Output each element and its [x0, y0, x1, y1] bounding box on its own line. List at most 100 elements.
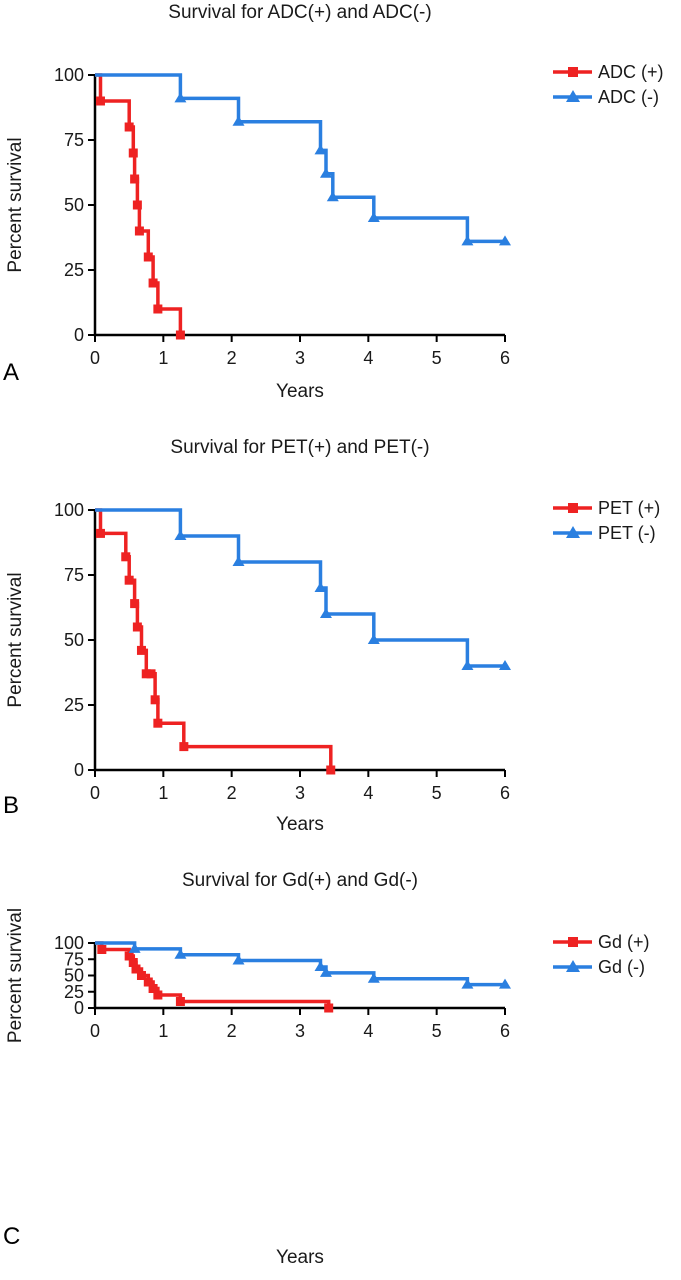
data-point-square: [326, 765, 336, 775]
data-point-triangle: [367, 212, 380, 222]
y-tick-label: 0: [74, 998, 84, 1018]
data-point-square: [175, 997, 185, 1006]
x-tick-label: 4: [363, 1021, 373, 1041]
chart-panel-a: Survival for ADC(+) and ADC(-)0255075100…: [3, 2, 664, 402]
data-point-square: [153, 304, 163, 314]
legend-square-icon: [568, 67, 578, 77]
y-tick-label: 75: [64, 130, 84, 150]
legend-entry-label: PET (+): [598, 498, 660, 518]
data-point-triangle: [499, 660, 511, 670]
y-tick-label: 50: [64, 966, 84, 986]
data-point-triangle: [326, 191, 339, 202]
data-point-triangle: [367, 972, 380, 983]
data-point-square: [141, 669, 151, 679]
data-point-square: [153, 718, 163, 728]
legend-triangle-icon: [566, 526, 580, 538]
data-point-square: [136, 971, 146, 980]
data-point-triangle: [174, 530, 187, 540]
y-axis-label: Percent survival: [5, 572, 26, 707]
data-point-square: [124, 951, 134, 961]
data-point-triangle: [232, 115, 245, 126]
data-point-square: [143, 252, 153, 262]
data-point-triangle: [319, 608, 332, 618]
data-point-triangle: [319, 966, 332, 977]
y-tick-label: 25: [64, 982, 84, 1002]
data-point-square: [132, 622, 142, 632]
x-tick-label: 0: [90, 783, 100, 803]
data-point-square: [148, 984, 158, 993]
data-point-triangle: [314, 582, 327, 592]
data-point-square: [153, 990, 163, 1000]
x-tick-label: 6: [500, 783, 510, 803]
data-point-triangle: [499, 235, 511, 246]
y-tick-label: 50: [64, 630, 84, 650]
data-point-square: [131, 964, 141, 974]
x-tick-label: 1: [158, 348, 168, 368]
panel-label: C: [3, 1223, 20, 1250]
chart-panel-b: Survival for PET(+) and PET(-) 0 25 50 75 100…: [3, 437, 660, 835]
x-tick-label: 2: [227, 1021, 237, 1041]
legend-triangle-icon: [566, 90, 580, 102]
legend-entry-label: ADC (+): [598, 62, 664, 82]
data-point-square: [134, 226, 144, 236]
data-point-triangle: [174, 948, 187, 959]
x-tick-label: 1: [158, 1021, 168, 1041]
y-axis-label: Percent survival: [5, 908, 26, 1043]
x-tick-label: 1: [158, 783, 168, 803]
data-point-square: [95, 528, 105, 538]
data-point-triangle: [319, 167, 332, 178]
data-point-square: [132, 200, 142, 210]
y-tick-label: 100: [54, 500, 84, 520]
data-point-square: [150, 695, 160, 705]
data-point-square: [130, 174, 140, 184]
data-point-triangle: [128, 942, 141, 953]
y-tick-label: 0: [74, 325, 84, 345]
x-tick-label: 5: [432, 1021, 442, 1041]
y-tick-label: 75: [64, 949, 84, 969]
x-tick-label: 3: [295, 348, 305, 368]
data-point-triangle: [314, 144, 327, 155]
x-tick-label: 6: [500, 1021, 510, 1041]
x-tick-label: 4: [363, 783, 373, 803]
data-point-square: [95, 96, 105, 106]
x-tick-label: 4: [363, 348, 373, 368]
data-point-square: [136, 645, 146, 655]
legend-square-icon: [568, 937, 578, 947]
legend-entry-label: PET (-): [598, 523, 656, 543]
data-point-square: [124, 122, 134, 132]
series-line-1: [95, 73, 505, 244]
data-point-square: [143, 977, 153, 987]
legend-square-icon: [568, 503, 578, 513]
x-tick-label: 6: [500, 348, 510, 368]
data-point-triangle: [367, 634, 380, 644]
data-point-triangle: [314, 961, 327, 972]
y-tick-label: 75: [64, 565, 84, 585]
x-tick-label: 3: [295, 1021, 305, 1041]
data-point-square: [146, 669, 156, 679]
x-axis-label: Years: [276, 814, 324, 835]
x-tick-label: 0: [90, 1021, 100, 1041]
y-tick-label: 100: [54, 65, 84, 85]
x-tick-label: 0: [90, 348, 100, 368]
x-tick-label: 5: [432, 348, 442, 368]
chart-title: Survival for PET(+) and PET(-): [170, 437, 429, 458]
panel-label: B: [3, 792, 19, 819]
data-point-square: [148, 278, 158, 288]
y-tick-label: 50: [64, 195, 84, 215]
data-point-triangle: [232, 954, 245, 965]
data-point-square: [124, 575, 134, 585]
x-tick-label: 3: [295, 783, 305, 803]
y-tick-label: 25: [64, 695, 84, 715]
series-line-1: [95, 941, 505, 987]
y-tick-label: 0: [74, 760, 84, 780]
x-axis-label: Years: [276, 1247, 324, 1268]
data-point-square: [128, 148, 138, 158]
x-tick-label: 2: [227, 783, 237, 803]
data-point-square: [128, 958, 138, 967]
series-line-0: [95, 508, 333, 770]
legend-entry-label: Gd (+): [598, 932, 650, 952]
data-point-square: [130, 599, 140, 609]
legend-entry-label: Gd (-): [598, 957, 645, 977]
